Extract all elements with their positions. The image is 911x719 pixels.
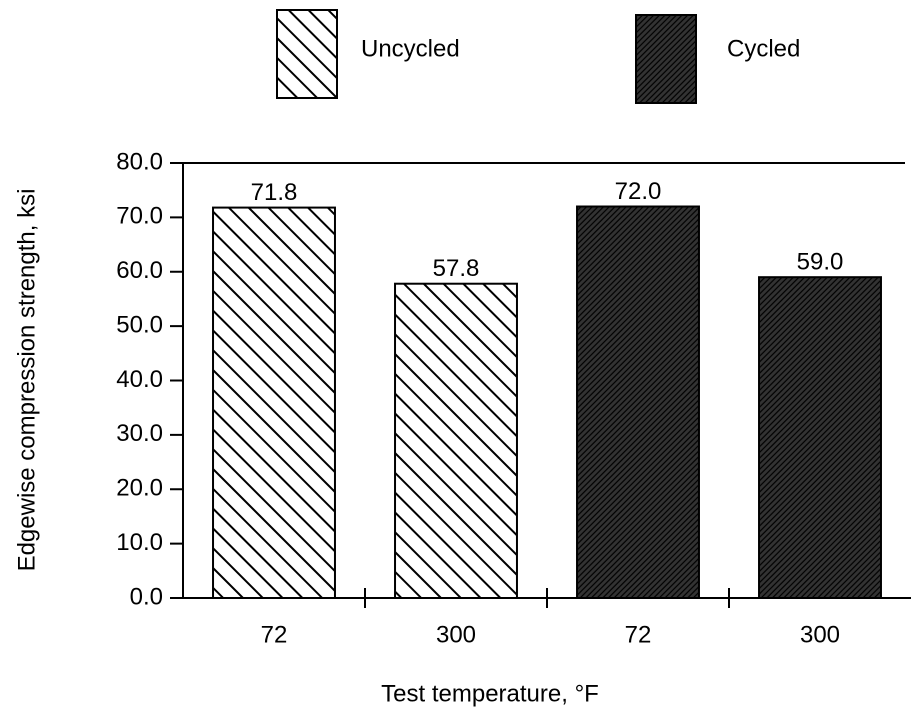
bar [394, 282, 518, 599]
y-tick-label: 30.0 [116, 420, 163, 447]
value-label: 72.0 [615, 178, 662, 205]
bar [212, 206, 336, 599]
bar [576, 205, 700, 599]
x-tick-label: 300 [436, 621, 476, 648]
y-tick-label: 70.0 [116, 203, 163, 230]
y-tick-label: 0.0 [130, 583, 163, 610]
y-tick-label: 60.0 [116, 257, 163, 284]
y-tick-label: 40.0 [116, 366, 163, 393]
legend-label: Uncycled [361, 35, 460, 62]
x-tick-label: 72 [625, 621, 652, 648]
x-tick-label: 72 [261, 621, 288, 648]
y-tick-label: 10.0 [116, 529, 163, 556]
legend-swatch [635, 14, 697, 104]
y-tick-label: 80.0 [116, 148, 163, 175]
value-label: 59.0 [797, 249, 844, 276]
x-tick-label: 300 [800, 621, 840, 648]
y-tick-label: 20.0 [116, 475, 163, 502]
y-axis-label: Edgewise compression strength, ksi [13, 189, 40, 572]
value-label: 57.8 [433, 255, 480, 282]
legend-label: Cycled [727, 35, 800, 62]
legend-swatch [276, 9, 338, 99]
value-label: 71.8 [251, 179, 298, 206]
bar [758, 276, 882, 599]
y-tick-label: 50.0 [116, 311, 163, 338]
x-axis-label: Test temperature, °F [381, 680, 599, 707]
